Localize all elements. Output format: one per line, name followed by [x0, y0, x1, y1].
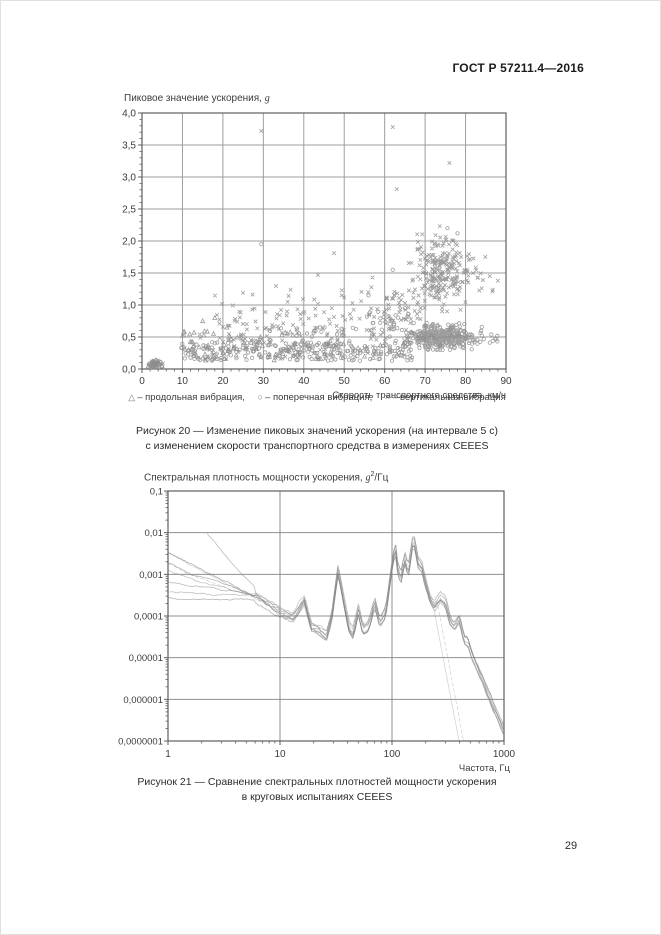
- svg-text:90: 90: [500, 376, 512, 387]
- svg-text:30: 30: [258, 376, 270, 387]
- figure20-title-symbol: g: [264, 93, 270, 104]
- svg-text:10: 10: [177, 376, 189, 387]
- document-header: ГОСТ Р 57211.4—2016: [452, 61, 584, 75]
- svg-text:0,000001: 0,000001: [123, 695, 163, 706]
- figure21-title-symbol: g: [365, 472, 371, 484]
- svg-text:0,0000001: 0,0000001: [118, 737, 163, 748]
- svg-text:3,5: 3,5: [122, 141, 136, 152]
- figure21-caption: Рисунок 21 — Сравнение спектральных плот…: [101, 775, 533, 805]
- figure21-title-text: Спектральная плотность мощности ускорени…: [144, 472, 366, 484]
- svg-text:0,00001: 0,00001: [129, 653, 163, 664]
- figure20-legend: △ – продольная вибрация, ○ – поперечная ви…: [101, 392, 533, 403]
- svg-text:1000: 1000: [493, 749, 516, 760]
- figure21-caption-line2: в круговых испытаниях CEEES: [241, 791, 393, 803]
- svg-text:70: 70: [420, 376, 432, 387]
- figure20-axis-title: Пиковое значение ускорения, g: [124, 93, 270, 104]
- svg-text:0: 0: [139, 376, 145, 387]
- page-number: 29: [564, 840, 578, 852]
- legend-item-transverse: ○ – поперечная вибрация,: [258, 392, 373, 403]
- cross-marker-icon: ×: [384, 392, 391, 402]
- svg-text:0,001: 0,001: [139, 570, 163, 581]
- figure20-caption: Рисунок 20 — Изменение пиковых значений …: [101, 424, 533, 454]
- legend-item-longitudinal: △ – продольная вибрация,: [128, 392, 245, 403]
- svg-text:50: 50: [339, 376, 351, 387]
- svg-text:2,0: 2,0: [122, 237, 136, 248]
- figure21-title-sup: 2: [370, 471, 375, 478]
- svg-text:1: 1: [165, 749, 171, 760]
- svg-text:4,0: 4,0: [122, 109, 136, 120]
- figure20-scatter-chart: 0 10 20 30 40 50 60 70 80 90 0,0 0,5 1,0 1,5 2,0 2,5 3,0…: [122, 109, 512, 402]
- svg-text:3,0: 3,0: [122, 173, 136, 184]
- legend-label-vertical: – вертикальная вибрация: [392, 392, 506, 403]
- svg-text:0,01: 0,01: [145, 528, 164, 539]
- svg-text:100: 100: [384, 749, 401, 760]
- figure21-axis-title: Спектральная плотность мощности ускорени…: [144, 471, 388, 483]
- svg-text:Скорость транспортного средств: Скорость транспортного средства, км/ч: [332, 390, 506, 401]
- svg-text:1,5: 1,5: [122, 269, 136, 280]
- figure21-title-suffix: /Гц: [374, 472, 389, 484]
- circle-marker-icon: ○: [257, 392, 264, 402]
- svg-text:2,5: 2,5: [122, 205, 136, 216]
- figure21-line-chart: 1 10 100 1000 0,1 0,01 0,001 0,0001 0,00001 0,000…: [118, 487, 516, 775]
- figure20-title-text: Пиковое значение ускорения,: [124, 93, 265, 104]
- figure20-caption-line2: с изменением скорости транспортного сред…: [145, 440, 489, 452]
- svg-text:1,0: 1,0: [122, 301, 136, 312]
- svg-text:0,0001: 0,0001: [134, 612, 163, 623]
- svg-text:0,1: 0,1: [150, 487, 163, 498]
- svg-text:0,0: 0,0: [122, 365, 136, 376]
- svg-text:20: 20: [217, 376, 229, 387]
- svg-text:80: 80: [460, 376, 472, 387]
- figure21-caption-line1: Рисунок 21 — Сравнение спектральных плот…: [137, 776, 497, 788]
- svg-text:Частота, Гц: Частота, Гц: [459, 763, 511, 774]
- legend-label-transverse: – поперечная вибрация,: [265, 392, 373, 403]
- legend-label-longitudinal: – продольная вибрация,: [137, 392, 245, 403]
- svg-text:40: 40: [298, 376, 310, 387]
- svg-text:0,5: 0,5: [122, 333, 136, 344]
- svg-text:10: 10: [274, 749, 286, 760]
- svg-text:60: 60: [379, 376, 391, 387]
- triangle-marker-icon: △: [128, 392, 136, 402]
- figure20-caption-line1: Рисунок 20 — Изменение пиковых значений …: [135, 425, 499, 437]
- legend-item-vertical: × – вертикальная вибрация: [385, 392, 506, 403]
